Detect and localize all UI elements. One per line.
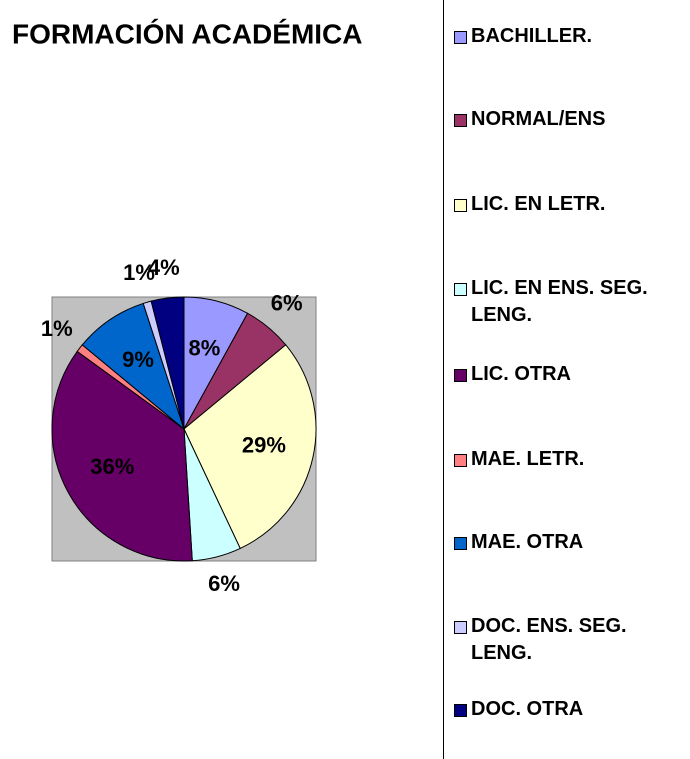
legend-item: MAE. OTRA <box>454 529 682 556</box>
legend-swatch <box>454 199 467 212</box>
pie-slice <box>183 344 317 550</box>
legend-item: DOC. ENS. SEG. LENG. <box>454 613 682 667</box>
legend-item: MAE. LETR. <box>454 446 682 473</box>
chart: FORMACIÓN ACADÉMICA 8%6%29%6%36%1%9%1%4% <box>12 18 363 596</box>
legend-swatch <box>454 31 467 44</box>
legend-swatch <box>454 454 467 467</box>
data-label: 8% <box>188 336 220 361</box>
data-label: 6% <box>208 571 240 596</box>
legend-item: LIC. OTRA <box>454 361 682 388</box>
legend-item: DOC. OTRA <box>454 696 682 723</box>
legend-swatch <box>454 537 467 550</box>
legend-label: LIC. EN LETR. <box>471 193 606 215</box>
data-label: 6% <box>271 291 303 316</box>
pie-slice <box>51 350 193 562</box>
data-label: 9% <box>122 347 154 372</box>
legend-swatch <box>454 621 467 634</box>
pie-slice <box>150 296 185 430</box>
legend: BACHILLER. NORMAL/ENS LIC. EN LETR. LIC. EN… <box>443 0 690 759</box>
legend-swatch <box>454 369 467 382</box>
chart-title: FORMACIÓN ACADÉMICA <box>12 18 363 49</box>
legend-swatch <box>454 283 467 296</box>
data-label: 4% <box>148 255 180 280</box>
legend-swatch <box>454 114 467 127</box>
legend-label: LIC. OTRA <box>471 363 571 385</box>
legend-label: DOC. ENS. SEG. LENG. <box>471 615 627 664</box>
legend-swatch <box>454 704 467 717</box>
data-label: 1% <box>123 260 155 285</box>
legend-label: LIC. EN ENS. SEG. LENG. <box>471 277 648 326</box>
legend-item: LIC. EN LETR. <box>454 191 682 218</box>
legend-label: MAE. LETR. <box>471 448 585 470</box>
legend-label: NORMAL/ENS <box>471 108 606 130</box>
legend-item: LIC. EN ENS. SEG. LENG. <box>454 275 682 329</box>
legend-label: BACHILLER. <box>471 25 593 47</box>
legend-label: DOC. OTRA <box>471 698 584 720</box>
data-label: 1% <box>41 316 73 341</box>
legend-item: NORMAL/ENS <box>454 106 682 133</box>
legend-item: BACHILLER. <box>454 23 682 50</box>
data-label: 36% <box>90 454 134 479</box>
data-label: 29% <box>242 433 286 458</box>
legend-label: MAE. OTRA <box>471 531 584 553</box>
